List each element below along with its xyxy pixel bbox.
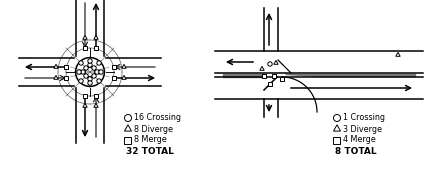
Text: 16 Crossing: 16 Crossing: [134, 113, 181, 122]
Polygon shape: [54, 64, 58, 68]
Polygon shape: [285, 74, 415, 76]
Text: 8 Diverge: 8 Diverge: [134, 124, 173, 133]
Circle shape: [84, 74, 88, 78]
Polygon shape: [83, 103, 87, 107]
Bar: [125, 137, 131, 143]
Bar: [64, 65, 68, 69]
Circle shape: [84, 66, 88, 70]
Circle shape: [268, 62, 272, 66]
Text: 1 Crossing: 1 Crossing: [343, 113, 385, 122]
Text: 3 Diverge: 3 Diverge: [343, 124, 382, 133]
Bar: [280, 77, 284, 81]
Text: 8 Merge: 8 Merge: [134, 136, 167, 145]
Polygon shape: [396, 52, 400, 56]
Bar: [272, 74, 276, 78]
Circle shape: [97, 79, 101, 83]
Bar: [94, 94, 98, 98]
Circle shape: [97, 61, 101, 65]
Bar: [83, 94, 87, 98]
Polygon shape: [94, 35, 98, 39]
Circle shape: [81, 70, 85, 74]
Circle shape: [88, 81, 92, 85]
Polygon shape: [54, 75, 58, 79]
Circle shape: [88, 77, 92, 81]
Polygon shape: [122, 64, 126, 68]
Polygon shape: [83, 35, 87, 39]
Circle shape: [88, 59, 92, 63]
Bar: [268, 82, 272, 86]
Bar: [223, 74, 262, 77]
Bar: [112, 65, 116, 69]
Circle shape: [92, 66, 96, 70]
Circle shape: [92, 74, 96, 78]
Polygon shape: [125, 125, 131, 131]
Bar: [112, 76, 116, 80]
Bar: [94, 46, 98, 50]
Bar: [64, 76, 68, 80]
Bar: [262, 74, 266, 78]
Text: 4 Merge: 4 Merge: [343, 136, 376, 145]
Circle shape: [77, 70, 81, 74]
Bar: [83, 46, 87, 50]
Circle shape: [79, 79, 83, 83]
Circle shape: [125, 114, 131, 122]
Polygon shape: [122, 75, 126, 79]
Circle shape: [95, 70, 99, 74]
Polygon shape: [260, 66, 264, 70]
Circle shape: [99, 70, 103, 74]
Bar: [334, 137, 340, 143]
Text: 32 TOTAL: 32 TOTAL: [126, 146, 174, 156]
Text: 8 TOTAL: 8 TOTAL: [335, 146, 377, 156]
Circle shape: [79, 61, 83, 65]
Polygon shape: [274, 60, 278, 64]
Circle shape: [334, 114, 340, 122]
Polygon shape: [94, 103, 98, 107]
Polygon shape: [334, 125, 340, 131]
Circle shape: [88, 63, 92, 67]
